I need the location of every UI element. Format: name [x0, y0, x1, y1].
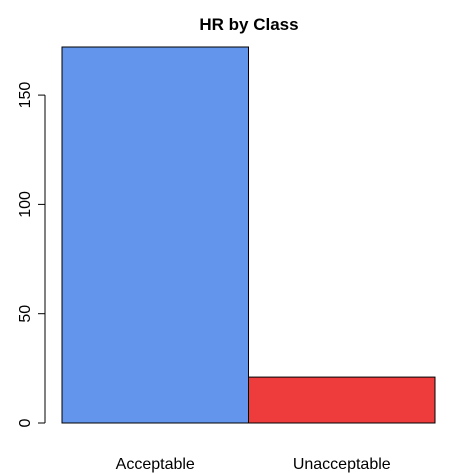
bar-unacceptable	[248, 376, 436, 424]
chart-title: HR by Class	[199, 15, 298, 34]
y-tick-label: 150	[17, 82, 34, 109]
x-axis-labels: Acceptable Unacceptable	[116, 456, 391, 473]
y-tick-label: 50	[17, 305, 34, 323]
y-axis: 0 50 100 150	[17, 82, 46, 427]
y-tick-label: 0	[17, 418, 34, 427]
x-tick-label: Unacceptable	[293, 456, 391, 473]
bar-acceptable	[61, 46, 249, 424]
y-tick-label: 100	[17, 191, 34, 218]
x-tick-label: Acceptable	[116, 456, 195, 473]
bars-group	[61, 46, 436, 424]
